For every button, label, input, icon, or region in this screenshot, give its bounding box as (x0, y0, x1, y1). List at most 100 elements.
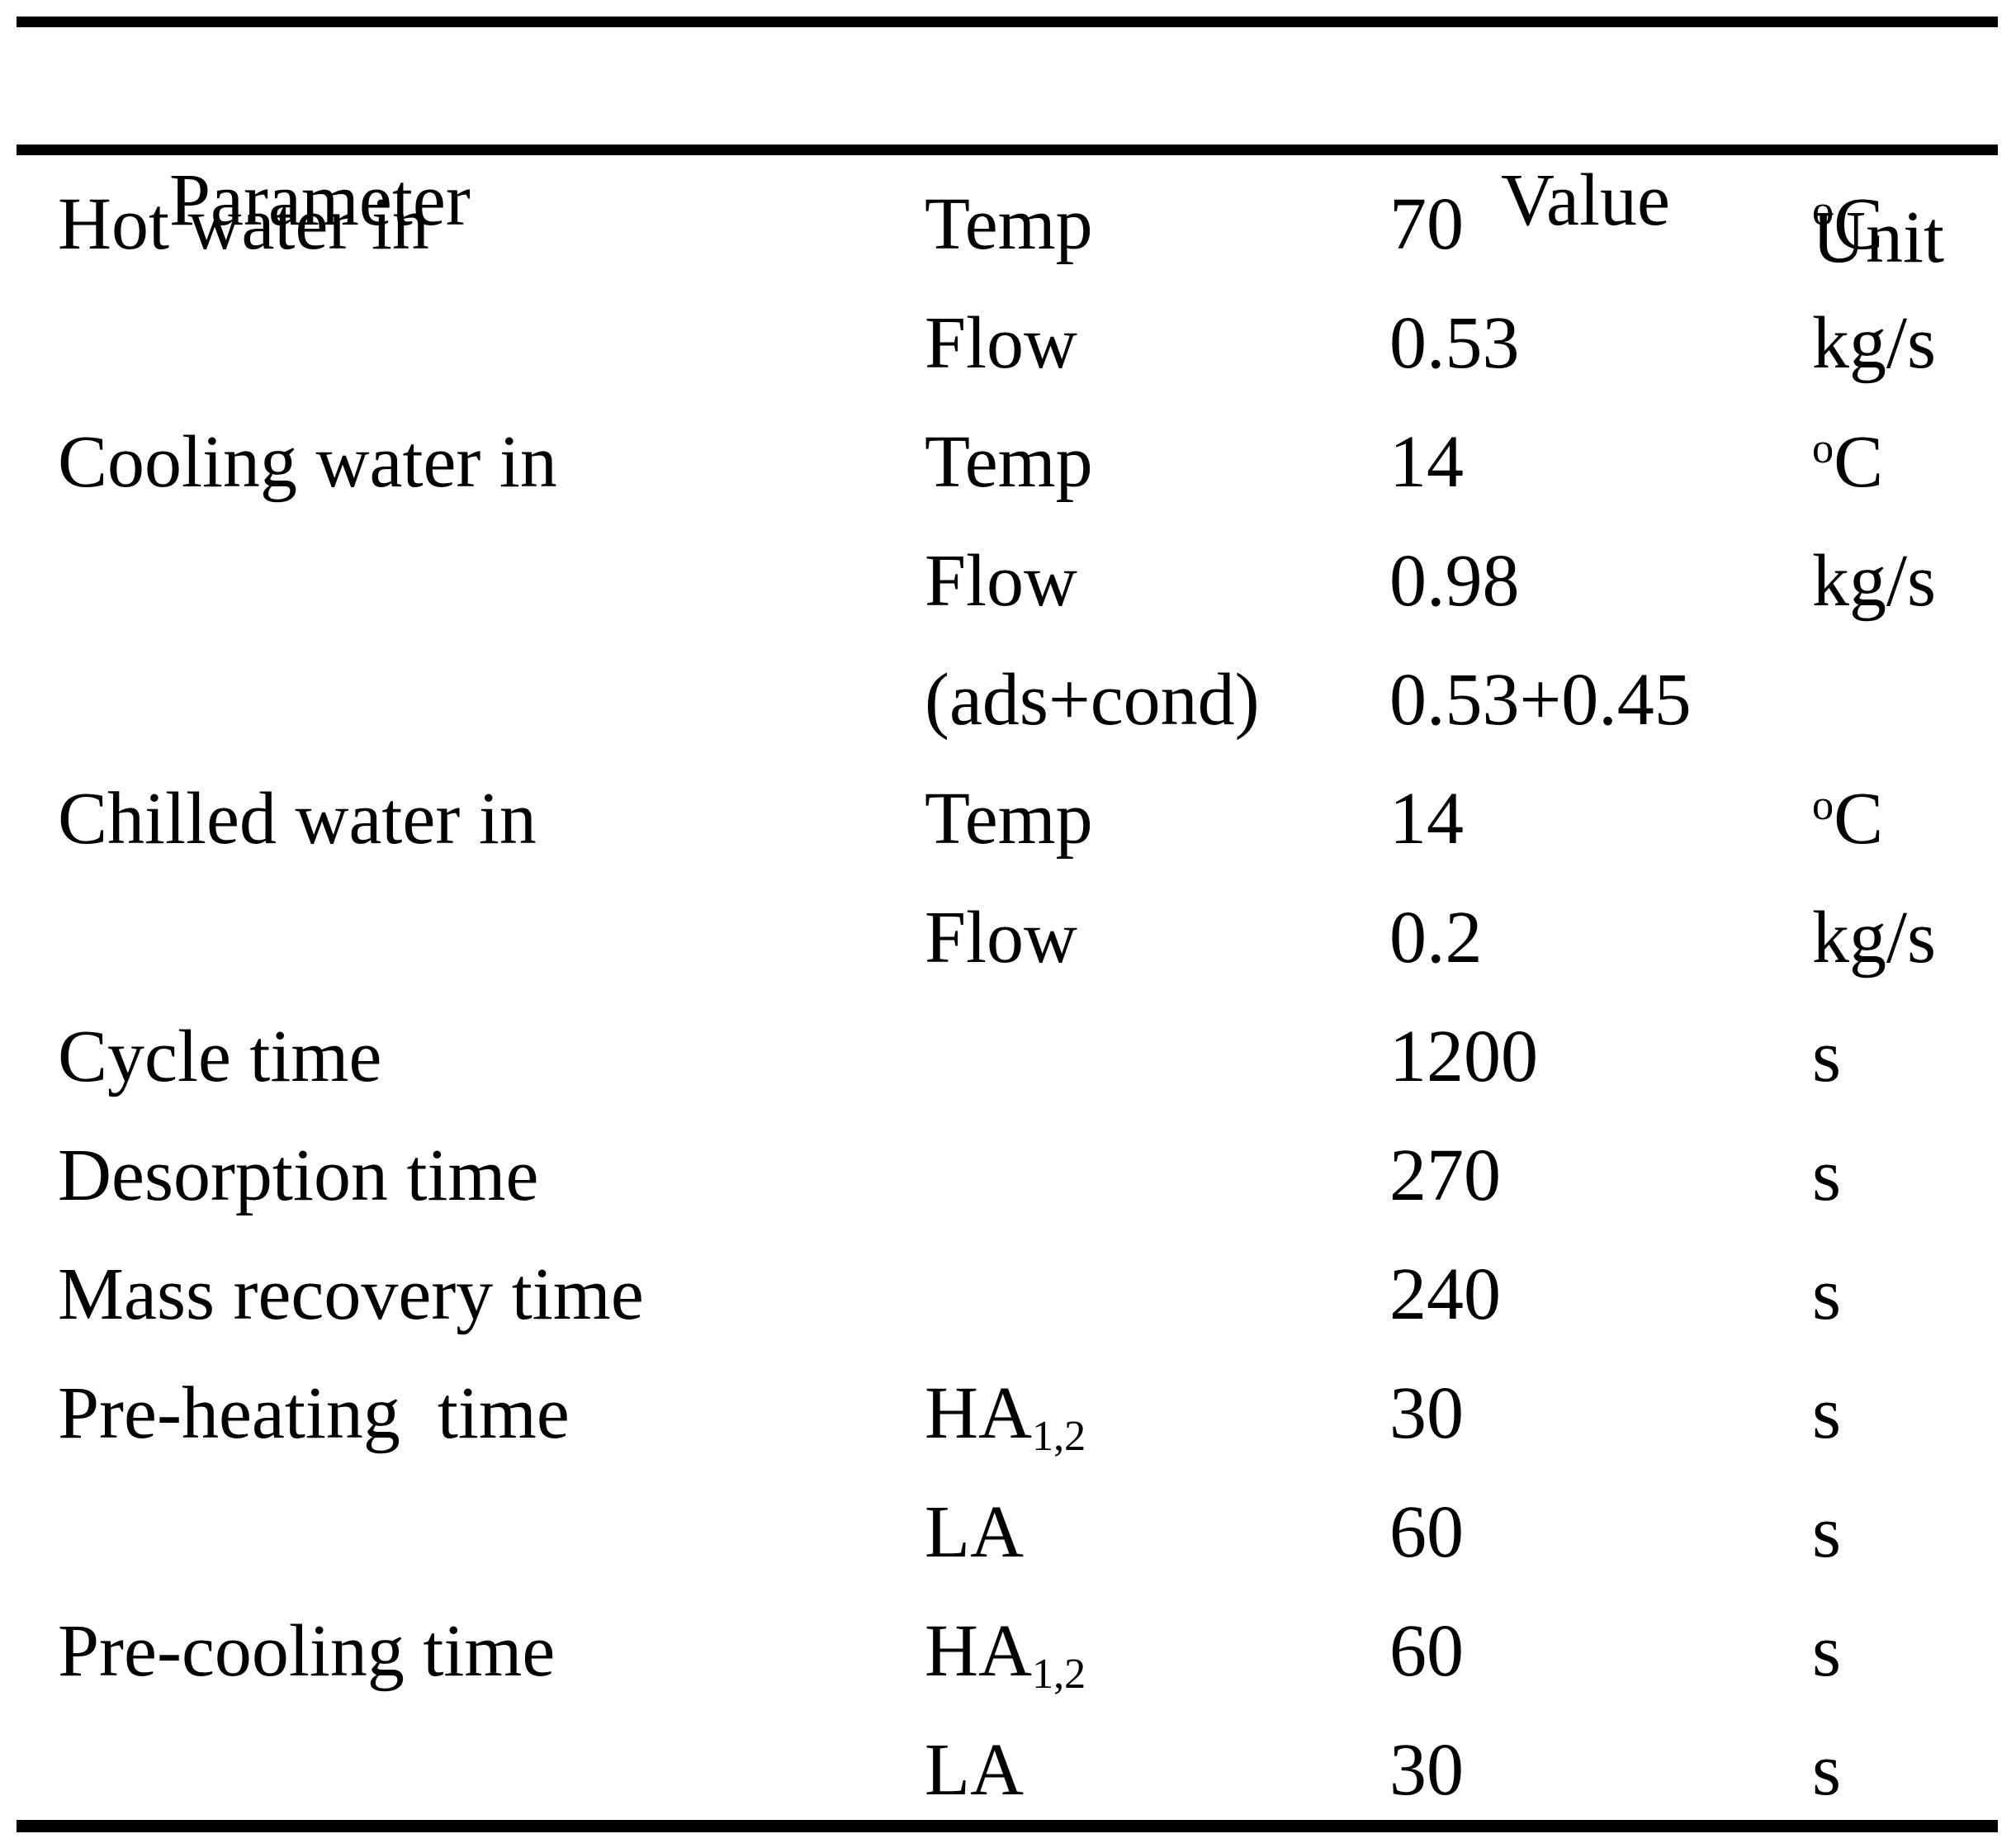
table-row: Cycle time 1200 s (0, 988, 2016, 1106)
unit-label: C (1834, 421, 1884, 503)
subparam-cell: Temp (925, 405, 1389, 500)
subparam-cell: (ads+cond) (925, 643, 1389, 737)
value-label: 14 (1389, 778, 1464, 860)
param-label: Hot water in (58, 183, 429, 265)
param-cell: Desorption time (58, 1119, 925, 1213)
value-cell: 14 (1389, 762, 1812, 856)
value-cell: 14 (1389, 405, 1812, 500)
value-cell: 60 (1389, 1476, 1812, 1570)
unit-cell: s (1812, 1357, 2016, 1451)
table-row: Cooling water in Temp 14 oC (0, 393, 2016, 512)
unit-label: s (1812, 1135, 1842, 1216)
subparam-subscript: 1,2 (1032, 1411, 1086, 1460)
value-cell: 0.53 (1389, 287, 1812, 381)
subparam-cell (925, 1275, 1389, 1295)
param-cell (58, 1751, 925, 1770)
value-label: 70 (1389, 183, 1464, 265)
unit-cell: oC (1812, 762, 2016, 856)
value-label: 60 (1389, 1491, 1464, 1573)
subparam-subscript: 1,2 (1032, 1649, 1086, 1698)
value-label: 0.53 (1389, 302, 1520, 384)
table-header-row: Parameter Value Unit (0, 27, 2016, 275)
unit-cell: kg/s (1812, 524, 2016, 618)
unit-label: s (1812, 1372, 1842, 1454)
unit-superscript: o (1812, 781, 1834, 830)
table-row: Pre-heating time HA1,2 30 s (0, 1344, 2016, 1463)
unit-cell: s (1812, 1238, 2016, 1332)
table-row: Pre-cooling time HA1,2 60 s (0, 1582, 2016, 1701)
unit-cell: s (1812, 1594, 2016, 1689)
param-label: Pre-cooling time (58, 1610, 556, 1692)
value-label: 0.98 (1389, 540, 1520, 622)
param-cell: Cycle time (58, 1000, 925, 1094)
subparam-cell (925, 1156, 1389, 1176)
unit-cell: oC (1812, 405, 2016, 500)
value-cell: 30 (1389, 1713, 1812, 1808)
column-header-unit: Unit (1812, 27, 2016, 349)
unit-label: s (1812, 1610, 1842, 1692)
unit-cell: s (1812, 1119, 2016, 1213)
value-cell: 0.98 (1389, 524, 1812, 618)
unit-cell (1812, 680, 2016, 700)
subparam-cell: Flow (925, 881, 1389, 975)
value-label: 0.2 (1389, 897, 1483, 978)
table-row: Desorption time 270 s (0, 1106, 2016, 1225)
subparam-label: Temp (925, 778, 1093, 860)
table-body: Hot water in Temp 70 oC Flow 0.53 kg/s Cooling … (0, 155, 2016, 1820)
value-label: 14 (1389, 421, 1464, 503)
column-header-value: Value (1389, 64, 1812, 312)
table-row: Hot water in Temp 70 oC (0, 155, 2016, 274)
param-cell: Cooling water in (58, 405, 925, 500)
value-cell: 240 (1389, 1238, 1812, 1332)
unit-label: kg/s (1812, 897, 1937, 978)
subparam-label: Flow (925, 897, 1078, 978)
subparam-cell: LA (925, 1476, 1389, 1570)
unit-label: s (1812, 1729, 1842, 1811)
unit-cell: kg/s (1812, 881, 2016, 975)
table-top-border (17, 17, 1998, 27)
unit-header-label: Unit (1812, 197, 1945, 278)
subparam-cell (925, 1037, 1389, 1057)
value-label: 270 (1389, 1135, 1501, 1216)
value-cell: 70 (1389, 168, 1812, 262)
param-label: Cycle time (58, 1016, 382, 1097)
value-cell: 0.2 (1389, 881, 1812, 975)
subparam-label: Temp (925, 183, 1093, 265)
value-label: 60 (1389, 1610, 1464, 1692)
param-label: Mass recovery time (58, 1253, 644, 1335)
table-row: Mass recovery time 240 s (0, 1225, 2016, 1344)
subparam-label: (ads+cond) (925, 659, 1260, 741)
unit-label: C (1834, 778, 1884, 860)
subparam-cell: Flow (925, 524, 1389, 618)
param-label: Desorption time (58, 1135, 539, 1216)
subparam-label: Flow (925, 540, 1078, 622)
value-label: 240 (1389, 1253, 1501, 1335)
unit-label: s (1812, 1491, 1842, 1573)
column-header-parameter: Parameter (58, 64, 925, 312)
parameter-header-label: Parameter (169, 159, 471, 241)
value-cell: 30 (1389, 1357, 1812, 1451)
param-cell: Mass recovery time (58, 1238, 925, 1332)
table-bottom-border (17, 1820, 1998, 1832)
param-cell (58, 324, 925, 344)
unit-label: s (1812, 1016, 1842, 1097)
value-header-label: Value (1501, 159, 1670, 241)
unit-superscript: o (1812, 424, 1834, 473)
value-label: 30 (1389, 1729, 1464, 1811)
unit-cell: s (1812, 1476, 2016, 1570)
subparam-cell: HA1,2 (925, 1594, 1389, 1695)
param-cell (58, 918, 925, 938)
subparam-label: Temp (925, 421, 1093, 503)
value-cell: 270 (1389, 1119, 1812, 1213)
unit-cell: s (1812, 1713, 2016, 1808)
value-label: 30 (1389, 1372, 1464, 1454)
param-cell (58, 680, 925, 700)
param-cell: Pre-cooling time (58, 1594, 925, 1689)
value-cell: 0.53+0.45 (1389, 643, 1812, 737)
value-label: 1200 (1389, 1016, 1538, 1097)
subparam-label: HA (925, 1372, 1032, 1454)
subparam-label: LA (925, 1729, 1024, 1811)
table-row: Chilled water in Temp 14 oC (0, 750, 2016, 869)
